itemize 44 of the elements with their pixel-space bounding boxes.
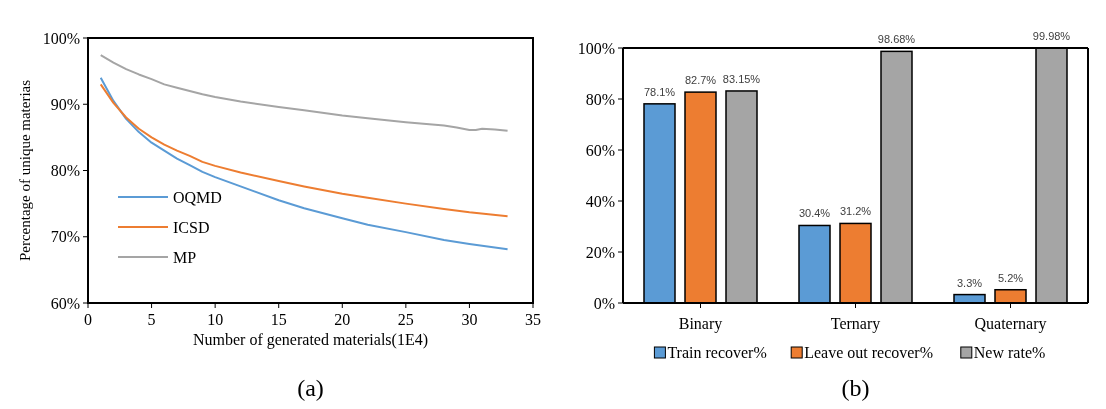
y-tick-label: 80% <box>585 90 615 108</box>
y-tick-label: 80% <box>50 162 80 180</box>
x-tick-label: 25 <box>397 311 414 328</box>
line-series <box>99 83 509 218</box>
y-tick-label: 0% <box>593 294 615 312</box>
y-tick-label: 40% <box>585 192 615 210</box>
line-series <box>99 76 509 251</box>
data-label: 3.3% <box>956 276 983 289</box>
x-tick-label: Binary <box>678 315 723 333</box>
legend-label: New rate% <box>973 344 1046 361</box>
data-label: 31.2% <box>839 205 872 218</box>
y-axis-title: Percentage of unique materias <box>17 79 33 262</box>
y-tick-label: 100% <box>577 39 615 57</box>
x-tick-label: Quaternary <box>974 315 1047 333</box>
data-label: 83.15% <box>722 72 761 85</box>
text: (b) <box>841 375 870 401</box>
legend-label: ICSD <box>173 219 210 236</box>
y-tick-label: 90% <box>50 95 80 113</box>
y-tick-label: 100% <box>42 29 80 47</box>
data-label: 30.4% <box>798 207 831 220</box>
text: (a) <box>297 375 324 401</box>
data-label: 82.7% <box>684 74 717 87</box>
x-tick-label: 0 <box>84 311 92 328</box>
x-tick-label: 15 <box>270 311 287 328</box>
data-label: 5.2% <box>997 271 1024 284</box>
data-label: 98.68% <box>877 33 916 46</box>
legend-label: MP <box>173 249 197 266</box>
x-tick-label: 10 <box>207 311 224 328</box>
line-series <box>99 54 509 132</box>
x-tick-label: 20 <box>334 311 351 328</box>
legend-label: Leave out recover% <box>804 344 934 361</box>
x-axis-title: Number of generated materials(1E4) <box>192 331 429 349</box>
data-label: 78.1% <box>643 85 676 98</box>
legend-label: OQMD <box>173 189 222 206</box>
x-tick-label: 5 <box>147 311 156 328</box>
data-label: 99.98% <box>1032 30 1071 43</box>
x-tick-label: Ternary <box>830 315 881 333</box>
y-tick-label: 20% <box>585 243 615 261</box>
x-tick-label: 30 <box>461 311 478 328</box>
y-tick-label: 60% <box>50 294 80 312</box>
x-tick-label: 35 <box>525 311 541 328</box>
y-tick-label: 60% <box>585 141 615 159</box>
legend-label: Train recover% <box>667 344 767 361</box>
y-tick-label: 70% <box>50 228 80 246</box>
